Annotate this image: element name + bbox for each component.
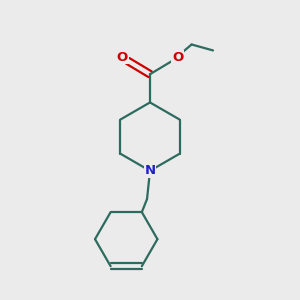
Text: N: N <box>144 164 156 177</box>
Text: O: O <box>117 51 128 64</box>
Text: O: O <box>172 51 183 64</box>
